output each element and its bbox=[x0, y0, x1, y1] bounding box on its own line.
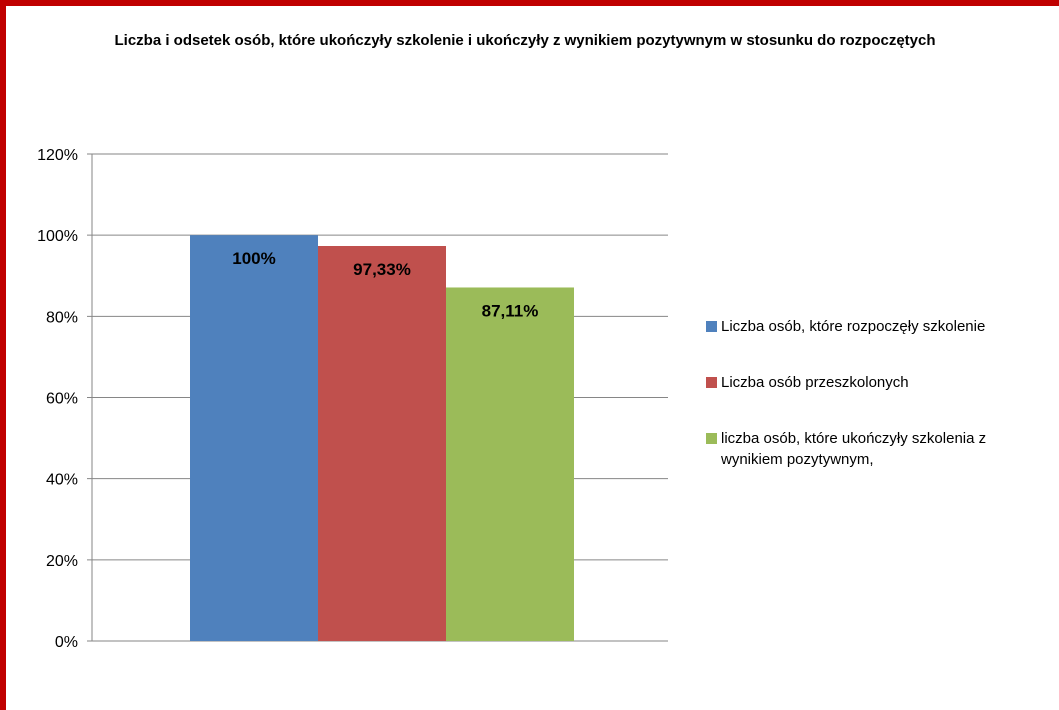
legend-item-trained: Liczba osób przeszkolonych bbox=[706, 372, 1051, 393]
legend-item-passed: liczba osób, które ukończyły szkolenia z… bbox=[706, 428, 1051, 470]
legend-swatch-trained bbox=[706, 377, 717, 388]
legend-swatch-passed bbox=[706, 433, 717, 444]
y-tick-label-80: 80% bbox=[46, 309, 78, 326]
chart-title: Liczba i odsetek osób, które ukończyły s… bbox=[114, 32, 936, 49]
data-label-1: 97,33% bbox=[353, 260, 411, 279]
bar-0 bbox=[190, 235, 318, 641]
legend-label-passed: liczba osób, które ukończyły szkolenia z… bbox=[721, 430, 987, 468]
y-tick-label-60: 60% bbox=[46, 391, 78, 408]
y-tick-label-40: 40% bbox=[46, 472, 78, 489]
legend-label-started: Liczba osób, które rozpoczęły szkolenie bbox=[721, 318, 986, 335]
data-label-2: 87,11% bbox=[482, 301, 539, 320]
legend-label-trained: Liczba osób przeszkolonych bbox=[721, 374, 909, 391]
data-label-0: 100% bbox=[232, 249, 275, 268]
y-tick-label-100: 100% bbox=[37, 228, 78, 245]
y-tick-label-20: 20% bbox=[46, 553, 78, 570]
legend-item-started: Liczba osób, które rozpoczęły szkolenie bbox=[706, 316, 1051, 337]
y-tick-label-120: 120% bbox=[37, 147, 78, 164]
bar-1 bbox=[318, 246, 446, 641]
bar-2 bbox=[446, 287, 574, 641]
y-tick-label-0: 0% bbox=[55, 634, 78, 651]
legend-swatch-started bbox=[706, 321, 717, 332]
